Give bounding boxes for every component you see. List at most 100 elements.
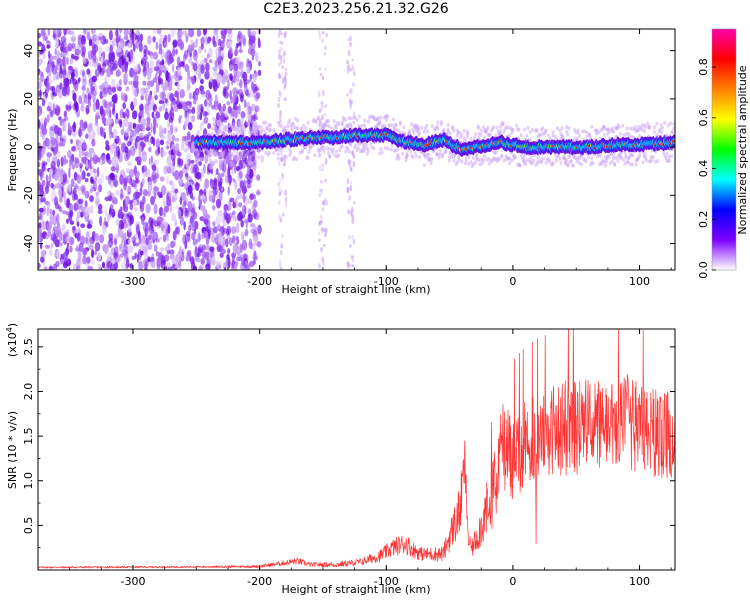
noise-cell	[152, 116, 157, 126]
noise-cell	[183, 104, 188, 113]
streak-cell	[278, 191, 282, 197]
signal-halo	[479, 132, 483, 137]
noise-cell	[247, 213, 253, 223]
noise-cell	[148, 94, 152, 100]
noise-cell	[209, 59, 213, 64]
signal-halo	[436, 120, 440, 125]
noise-cell	[86, 31, 91, 41]
noise-cell	[148, 146, 152, 153]
noise-cell	[134, 179, 140, 184]
streak-cell	[321, 265, 324, 270]
noise-cell	[228, 160, 234, 168]
noise-cell	[142, 221, 149, 232]
noise-cell	[107, 252, 113, 258]
noise-cell	[232, 178, 236, 183]
noise-cell	[163, 127, 167, 134]
noise-cell	[257, 37, 261, 48]
signal-halo	[566, 163, 570, 168]
noise-cell	[65, 103, 69, 110]
noise-cell	[188, 29, 193, 37]
noise-cell	[40, 197, 44, 203]
signal-halo	[547, 133, 550, 138]
noise-cell	[131, 34, 135, 46]
figure-title: C2E3.2023.256.21.32.G26	[263, 1, 449, 17]
noise-cell	[155, 238, 160, 243]
noise-cell	[159, 139, 164, 146]
noise-cell	[56, 229, 61, 236]
noise-cell	[172, 49, 176, 57]
noise-cell	[147, 35, 152, 45]
noise-cell	[87, 153, 93, 158]
noise-cell	[135, 173, 140, 178]
noise-cell	[77, 210, 81, 219]
streak-cell	[324, 178, 328, 183]
noise-cell	[202, 110, 208, 117]
noise-cell	[225, 213, 231, 224]
noise-cell	[159, 176, 165, 182]
noise-cell	[97, 252, 101, 262]
noise-cell	[236, 166, 240, 172]
noise-cell	[199, 216, 205, 222]
noise-cell	[46, 44, 51, 49]
noise-cell	[63, 77, 69, 87]
noise-cell	[83, 143, 87, 150]
noise-cell	[223, 267, 227, 270]
noise-cell	[101, 82, 105, 92]
streak-cell	[322, 89, 325, 97]
noise-cell	[212, 205, 216, 211]
noise-cell	[192, 257, 195, 267]
noise-cell	[159, 91, 164, 100]
noise-cell	[109, 44, 113, 54]
noise-cell	[76, 221, 80, 227]
noise-cell	[127, 149, 132, 157]
noise-cell	[171, 64, 175, 72]
noise-cell	[59, 195, 63, 203]
noise-cell	[213, 29, 218, 36]
streak-cell	[321, 207, 325, 212]
streak-cell	[323, 243, 326, 247]
noise-cell	[199, 85, 205, 92]
noise-cell	[184, 110, 188, 118]
noise-cell	[171, 134, 175, 142]
noise-cell	[253, 169, 257, 181]
noise-cell	[106, 45, 110, 53]
streak-cell	[280, 41, 284, 45]
signal-halo	[577, 134, 581, 138]
spectrogram-heatmap	[38, 29, 675, 270]
noise-cell	[56, 51, 61, 59]
noise-cell	[231, 226, 237, 235]
noise-cell	[208, 101, 213, 107]
noise-cell	[253, 235, 259, 243]
streak-cell	[322, 200, 325, 206]
streak-cell	[346, 59, 349, 65]
noise-cell	[63, 195, 67, 206]
noise-cell	[235, 256, 239, 268]
noise-cell	[200, 64, 205, 75]
noise-cell	[81, 85, 86, 92]
signal-halo	[447, 158, 451, 163]
streak-cell	[283, 32, 287, 39]
signal-halo	[366, 148, 370, 153]
noise-cell	[94, 233, 99, 242]
noise-cell	[246, 178, 251, 185]
noise-cell	[202, 244, 206, 251]
signal-halo	[223, 158, 227, 163]
noise-cell	[45, 83, 50, 94]
noise-cell	[78, 126, 82, 138]
noise-cell	[91, 128, 96, 140]
signal-halo	[378, 120, 382, 125]
noise-cell	[81, 156, 86, 164]
noise-cell	[188, 84, 191, 89]
noise-cell	[48, 168, 54, 175]
noise-cell	[155, 251, 160, 257]
signal-halo	[565, 158, 569, 163]
noise-cell	[171, 196, 175, 203]
noise-cell	[244, 205, 247, 215]
noise-cell	[54, 48, 57, 56]
noise-cell	[125, 86, 130, 92]
noise-cell	[142, 80, 147, 86]
noise-cell	[61, 224, 66, 231]
noise-cell	[131, 236, 136, 244]
noise-cell	[119, 194, 124, 200]
noise-cell	[251, 81, 255, 91]
